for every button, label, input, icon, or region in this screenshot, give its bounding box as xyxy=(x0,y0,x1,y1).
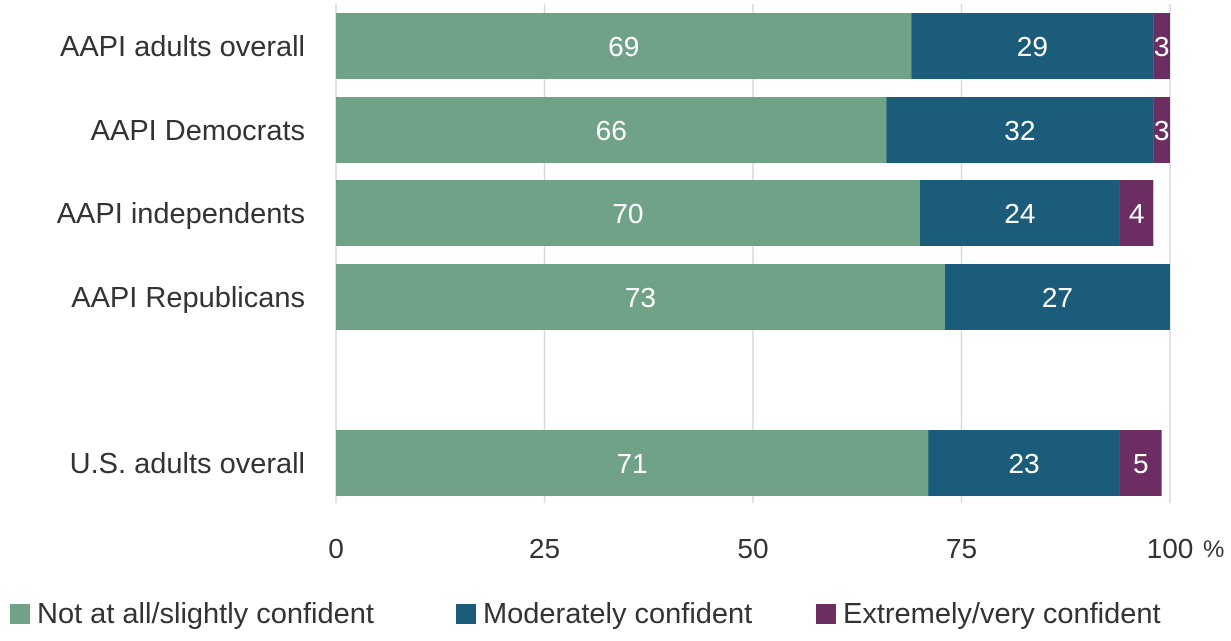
x-tick-label: 50 xyxy=(737,533,768,564)
data-label: 66 xyxy=(596,115,627,146)
data-label: 27 xyxy=(1042,282,1073,313)
data-label: 24 xyxy=(1004,198,1035,229)
data-label: 5 xyxy=(1133,448,1149,479)
legend-label: Not at all/slightly confident xyxy=(37,598,374,630)
data-label: 4 xyxy=(1129,198,1145,229)
legend-swatch xyxy=(456,604,476,624)
bar-segment xyxy=(919,180,1120,246)
legend: Not at all/slightly confident Moderately … xyxy=(10,598,1161,630)
bar-segment xyxy=(928,430,1120,496)
bars: 69 29 3 66 32 3 70 24 4 73 27 71 23 5 xyxy=(336,13,1170,496)
category-label: U.S. adults overall xyxy=(70,448,305,480)
data-label: 71 xyxy=(616,448,647,479)
legend-swatch xyxy=(816,604,836,624)
data-label: 29 xyxy=(1017,31,1048,62)
data-label: 23 xyxy=(1008,448,1039,479)
data-label: 69 xyxy=(608,31,639,62)
bar-segment xyxy=(911,13,1154,79)
legend-swatch xyxy=(10,604,30,624)
legend-label: Extremely/very confident xyxy=(843,598,1161,630)
data-label: 73 xyxy=(625,282,656,313)
bar-segment xyxy=(336,430,929,496)
bar-segment xyxy=(944,264,1170,330)
data-label: 3 xyxy=(1154,31,1170,62)
x-axis: 0 25 50 75 100% xyxy=(328,533,1224,564)
x-tick-label: 100 xyxy=(1147,533,1194,564)
category-label: AAPI adults overall xyxy=(60,31,305,63)
bar-segment xyxy=(336,13,912,79)
category-label: AAPI Democrats xyxy=(91,115,305,147)
bar-segment xyxy=(1119,430,1162,496)
data-label: 3 xyxy=(1154,115,1170,146)
category-labels: AAPI adults overall AAPI Democrats AAPI in… xyxy=(57,31,305,480)
x-tick-label: 0 xyxy=(328,533,344,564)
bar-segment xyxy=(336,180,920,246)
x-unit-label: % xyxy=(1203,536,1224,563)
data-label: 32 xyxy=(1004,115,1035,146)
bar-segment xyxy=(1153,97,1170,163)
bar-segment xyxy=(1119,180,1154,246)
category-label: AAPI Republicans xyxy=(71,282,305,314)
category-label: AAPI independents xyxy=(57,198,305,230)
x-tick-label: 25 xyxy=(529,533,560,564)
data-label: 70 xyxy=(612,198,643,229)
gridlines xyxy=(335,4,1171,503)
x-tick-label: 75 xyxy=(946,533,977,564)
bar-segment xyxy=(336,97,887,163)
bar-segment xyxy=(886,97,1154,163)
legend-label: Moderately confident xyxy=(483,598,752,630)
bar-segment xyxy=(336,264,945,330)
bar-segment xyxy=(1153,13,1170,79)
